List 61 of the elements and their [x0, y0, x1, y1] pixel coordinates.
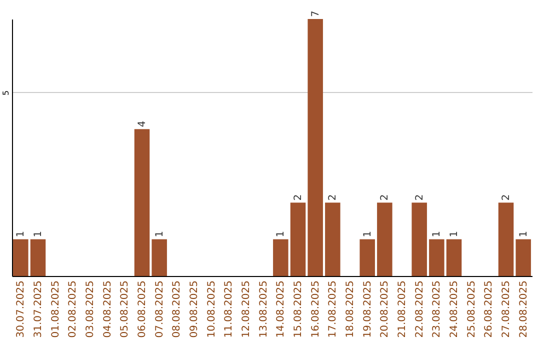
- x-tick-label: 21.08.2025: [397, 280, 408, 338]
- x-tick-label: 30.07.2025: [16, 280, 27, 338]
- data-label: 2: [328, 194, 339, 201]
- data-label: 1: [16, 230, 27, 238]
- bar: [429, 239, 444, 276]
- x-tick-label: 13.08.2025: [258, 280, 270, 338]
- y-tick-label: 5: [2, 90, 10, 96]
- data-label: 1: [154, 230, 166, 238]
- x-tick-label: 28.08.2025: [518, 280, 530, 338]
- data-label: 7: [310, 10, 322, 17]
- data-label: 4: [137, 120, 148, 128]
- bar: [290, 202, 306, 276]
- bar: [446, 239, 462, 276]
- x-tick-label: 10.08.2025: [206, 280, 218, 338]
- x-tick-label: 08.08.2025: [172, 280, 183, 338]
- bar: [273, 239, 288, 276]
- bar: [360, 239, 375, 276]
- bar: [134, 129, 150, 276]
- bar: [498, 202, 514, 276]
- x-tick-label: 20.08.2025: [380, 280, 391, 338]
- x-tick-label: 07.08.2025: [154, 280, 166, 338]
- bar: [412, 202, 427, 276]
- x-tick-label: 23.08.2025: [432, 280, 443, 338]
- x-tick-label: 18.08.2025: [345, 280, 356, 338]
- x-tick-label: 24.08.2025: [449, 280, 460, 338]
- x-tick-label: 01.08.2025: [50, 280, 62, 338]
- data-label: 2: [293, 194, 304, 201]
- bar: [516, 239, 531, 276]
- x-tick-label: 19.08.2025: [362, 280, 374, 338]
- x-tick-label: 17.08.2025: [328, 280, 339, 338]
- data-label: 2: [380, 194, 391, 201]
- data-label: 1: [449, 230, 460, 238]
- bar: [30, 239, 46, 276]
- bar: [325, 202, 340, 276]
- data-label: 2: [501, 194, 512, 201]
- x-tick-label: 04.08.2025: [102, 280, 114, 338]
- x-tick-label: 12.08.2025: [241, 280, 252, 338]
- data-label: 1: [432, 230, 443, 238]
- x-tick-label: 22.08.2025: [414, 280, 426, 338]
- x-tick-label: 06.08.2025: [137, 280, 148, 338]
- x-tick-label: 03.08.2025: [85, 280, 96, 338]
- x-tick-label: 14.08.2025: [276, 280, 287, 338]
- bar: [308, 19, 323, 276]
- data-label: 1: [276, 230, 287, 238]
- bar: [13, 239, 28, 276]
- x-tick-label: 16.08.2025: [310, 280, 322, 338]
- x-tick-label: 05.08.2025: [120, 280, 131, 338]
- x-tick-label: 15.08.2025: [293, 280, 304, 338]
- x-tick-label: 11.08.2025: [224, 280, 235, 338]
- x-tick-label: 31.07.2025: [33, 280, 44, 338]
- bar: [152, 239, 167, 276]
- x-tick-label: 26.08.2025: [484, 280, 495, 338]
- x-tick-label: 25.08.2025: [466, 280, 478, 338]
- data-label: 1: [518, 230, 530, 238]
- data-label: 2: [414, 194, 426, 201]
- data-label: 1: [33, 230, 44, 238]
- x-tick-label: 09.08.2025: [189, 280, 200, 338]
- x-tick-label: 27.08.2025: [501, 280, 512, 338]
- x-tick-label: 02.08.2025: [68, 280, 79, 338]
- data-label: 1: [362, 230, 374, 238]
- bar: [377, 202, 392, 276]
